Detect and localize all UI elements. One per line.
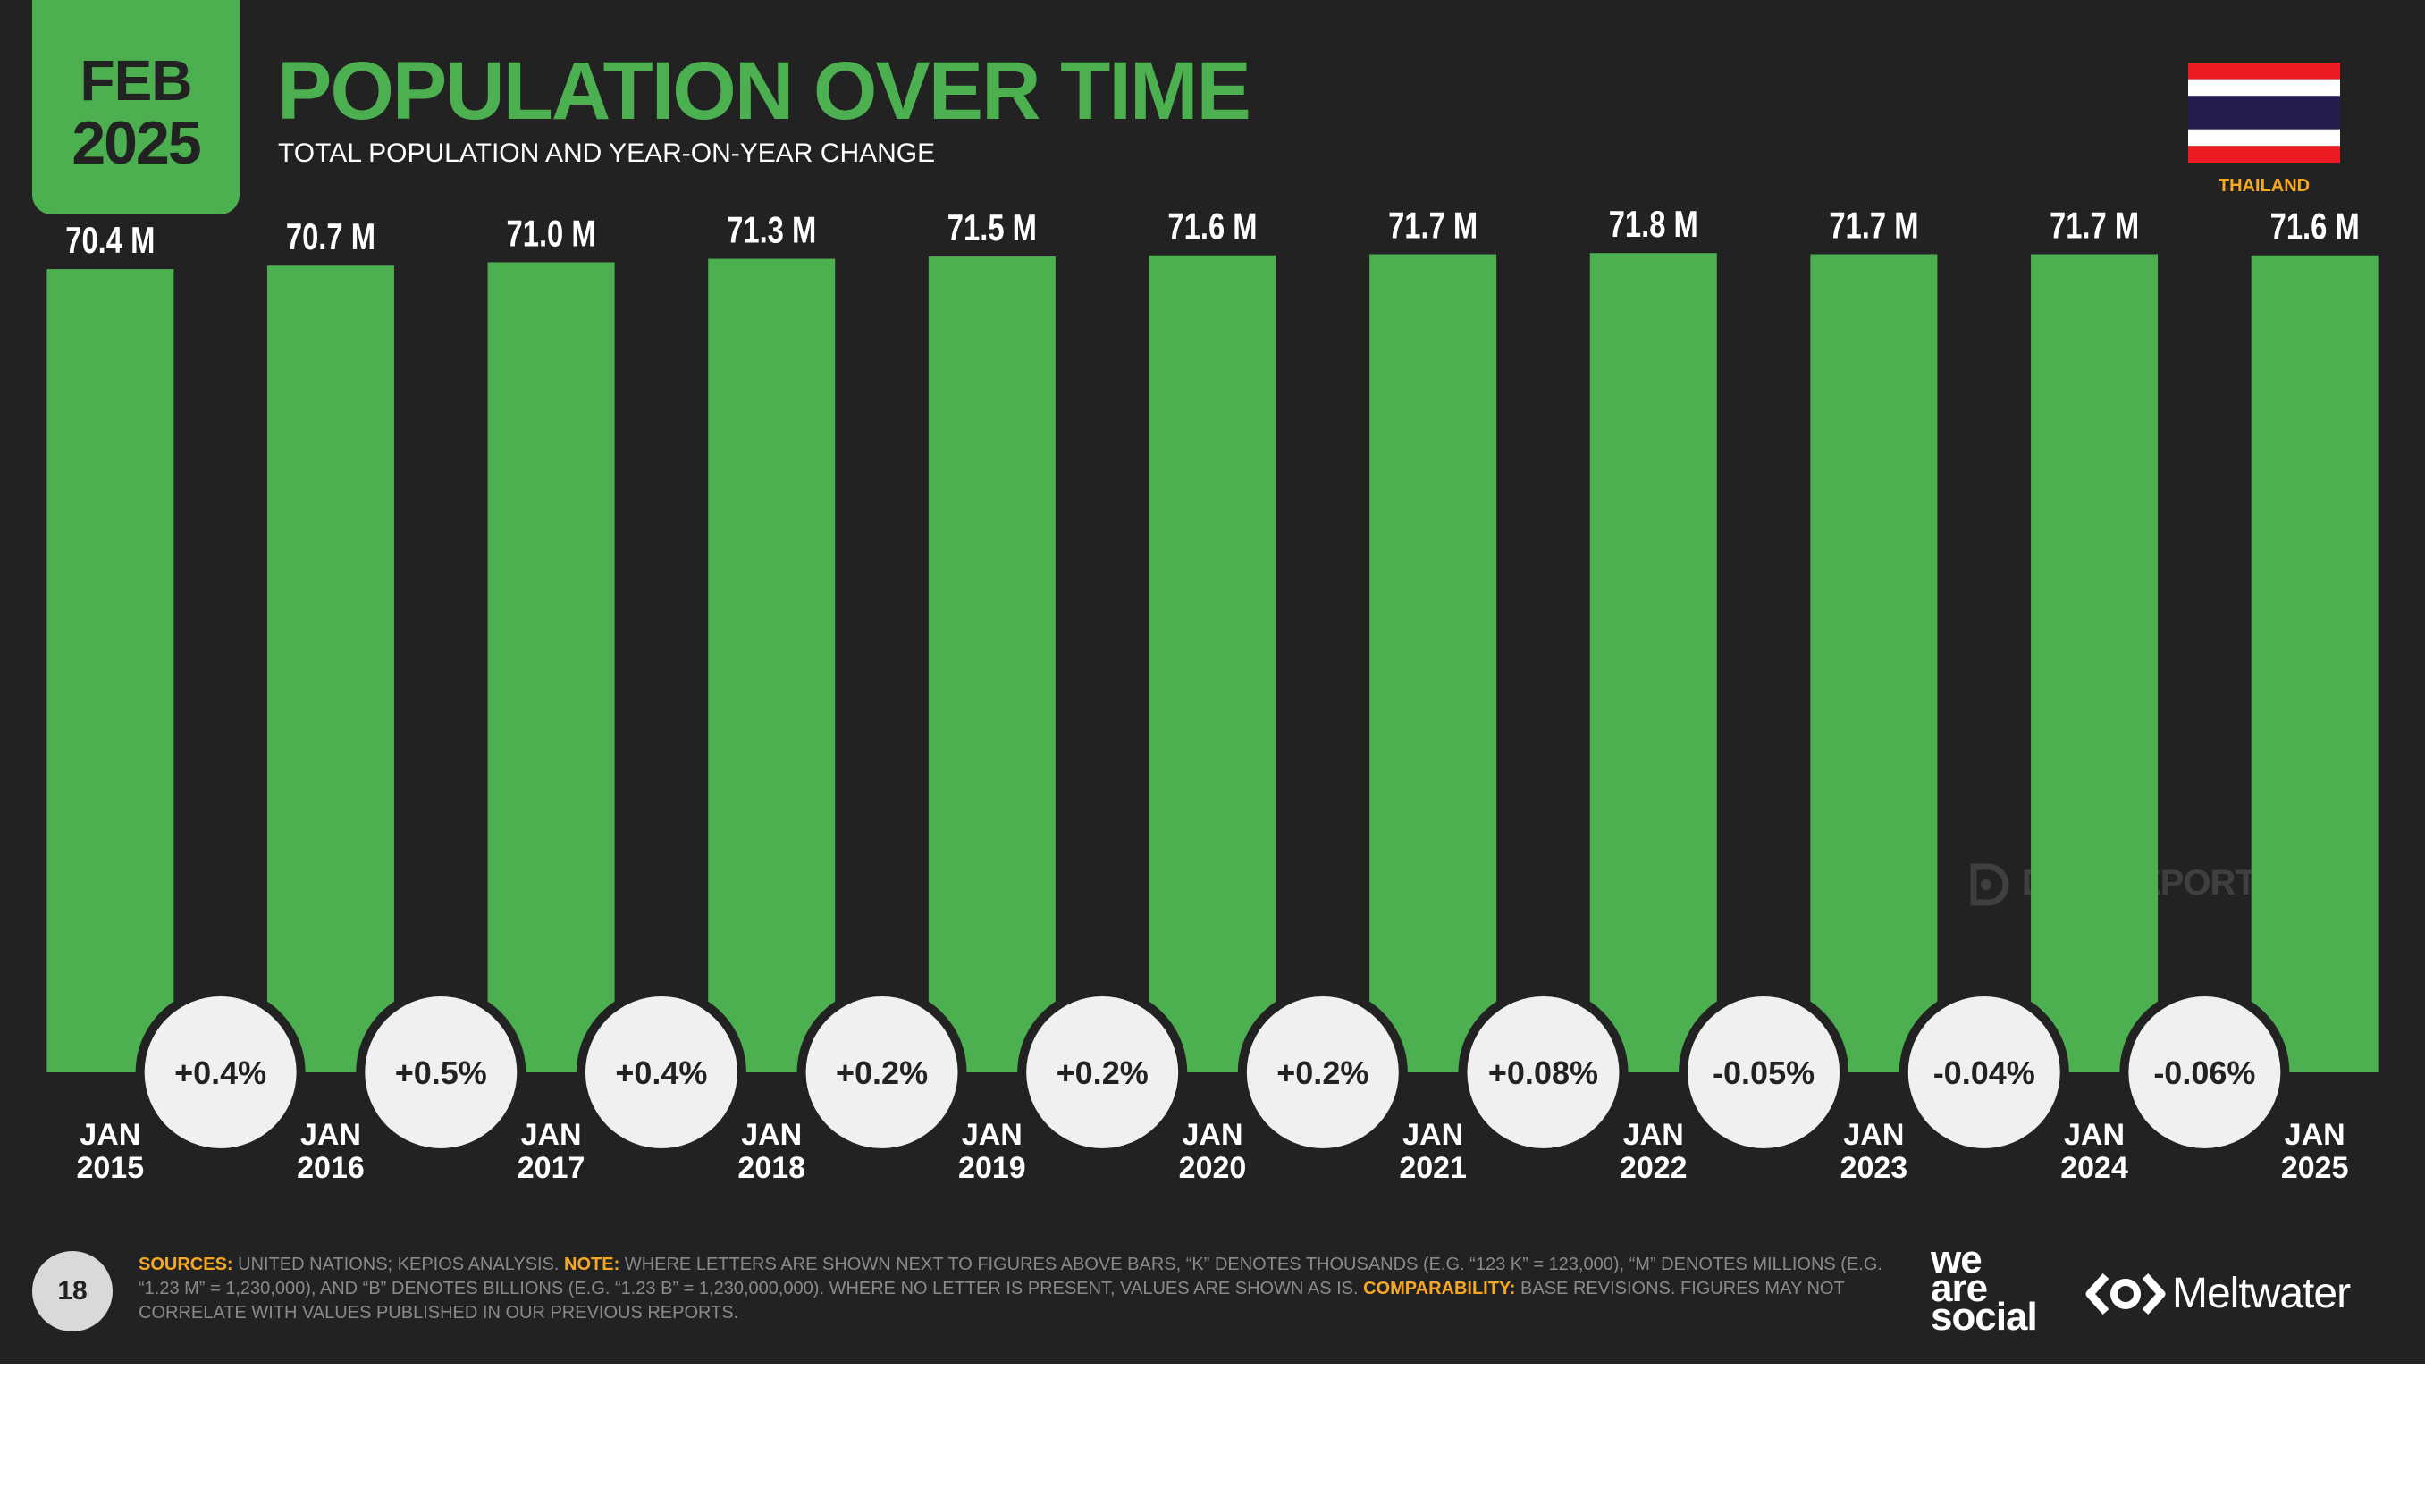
- x-tick-year: 2021: [1399, 1151, 1467, 1185]
- yoy-circle: [144, 996, 297, 1148]
- page-subtitle: TOTAL POPULATION AND YEAR-ON-YEAR CHANGE: [278, 139, 936, 168]
- yoy-circle: [365, 996, 518, 1148]
- date-badge: [32, 0, 240, 214]
- bar: [487, 262, 615, 1073]
- yoy-circle: [1467, 996, 1620, 1148]
- yoy-change-label: +0.2%: [1276, 1054, 1368, 1091]
- x-tick-month: JAN: [2285, 1118, 2345, 1152]
- date-month: FEB: [80, 48, 193, 113]
- bar-value-label: 71.3 M: [727, 209, 816, 251]
- yoy-change-label: +0.4%: [174, 1054, 266, 1091]
- x-tick-month: JAN: [1182, 1118, 1242, 1152]
- bar: [2031, 254, 2159, 1072]
- bar: [46, 269, 174, 1072]
- meltwater-logo: Meltwater: [2083, 1267, 2387, 1321]
- x-tick-month: JAN: [962, 1118, 1023, 1152]
- x-tick-year: 2018: [737, 1151, 805, 1185]
- x-tick-year: 2022: [1620, 1151, 1688, 1185]
- x-tick-month: JAN: [1402, 1118, 1463, 1152]
- x-tick-month: JAN: [1623, 1118, 1684, 1152]
- x-tick-month: JAN: [741, 1118, 802, 1152]
- comparability-text: BASE REVISIONS. FIGURES MAY NOT CORRELAT…: [139, 1279, 1845, 1323]
- yoy-change-label: +0.2%: [836, 1054, 928, 1091]
- flag-stripe: [2188, 96, 2340, 130]
- bar-value-label: 71.8 M: [1609, 203, 1698, 245]
- x-tick-year: 2024: [2060, 1151, 2128, 1185]
- x-tick-month: JAN: [80, 1118, 140, 1152]
- bar-value-label: 70.7 M: [286, 215, 375, 257]
- logo-social: social: [1931, 1295, 2038, 1339]
- x-tick-month: JAN: [300, 1118, 361, 1152]
- flag-stripe: [2188, 129, 2340, 147]
- date-year: 2025: [72, 109, 201, 177]
- bar-value-label: 71.7 M: [2050, 205, 2139, 247]
- x-tick-year: 2015: [76, 1151, 144, 1185]
- datareportal-icon: [1970, 863, 2009, 906]
- bar: [708, 258, 836, 1072]
- x-tick-year: 2016: [297, 1151, 365, 1185]
- country-label: THAILAND: [2218, 176, 2311, 196]
- bar: [2251, 255, 2379, 1072]
- x-tick-year: 2025: [2281, 1151, 2349, 1185]
- yoy-circle: [1688, 996, 1840, 1148]
- slide: FEB 2025 POPULATION OVER TIME TOTAL POPU…: [0, 0, 2425, 1364]
- bar: [1149, 255, 1276, 1072]
- meltwater-icon: [2085, 1273, 2166, 1315]
- logo-we: we: [1931, 1238, 1983, 1281]
- x-tick-year: 2017: [518, 1151, 585, 1185]
- yoy-change-label: +0.2%: [1057, 1054, 1149, 1091]
- x-tick-year: 2020: [1179, 1151, 1247, 1185]
- bar: [1810, 254, 1938, 1072]
- flag-stripe: [2188, 146, 2340, 163]
- yoy-circle: [1907, 996, 2060, 1148]
- yoy-change-label: +0.4%: [615, 1054, 707, 1091]
- sources-text: UNITED NATIONS; KEPIOS ANALYSIS.: [232, 1255, 565, 1274]
- x-tick-year: 2023: [1840, 1151, 1908, 1185]
- flag-stripe: [2188, 79, 2340, 97]
- yoy-circle: [805, 996, 958, 1148]
- yoy-circle: [585, 996, 737, 1148]
- comparability-label: COMPARABILITY:: [1363, 1279, 1516, 1298]
- logo-are: are: [1931, 1266, 1988, 1310]
- yoy-change-label: +0.5%: [395, 1054, 487, 1091]
- bar: [1589, 253, 1717, 1072]
- bar-value-label: 71.7 M: [1829, 205, 1918, 247]
- yoy-circle: [1026, 996, 1179, 1148]
- page-title: POPULATION OVER TIME: [277, 46, 1251, 137]
- bar: [928, 256, 1056, 1073]
- sources-label: SOURCES:: [139, 1255, 233, 1274]
- flag-stripe: [2188, 63, 2340, 80]
- thailand-flag-icon: [2188, 63, 2340, 163]
- bar: [1369, 254, 1497, 1072]
- yoy-circle: [1246, 996, 1399, 1148]
- bar: [266, 265, 394, 1072]
- yoy-change-label: -0.06%: [2153, 1054, 2255, 1091]
- x-tick-month: JAN: [1843, 1118, 1904, 1152]
- footnote: SOURCES: UNITED NATIONS; KEPIOS ANALYSIS…: [139, 1253, 1890, 1325]
- x-tick-month: JAN: [521, 1118, 582, 1152]
- bar-value-label: 71.5 M: [947, 206, 1037, 248]
- x-tick-year: 2019: [958, 1151, 1026, 1185]
- meltwater-wordmark: Meltwater: [2172, 1270, 2351, 1317]
- yoy-change-label: +0.08%: [1488, 1054, 1598, 1091]
- bar-value-label: 71.0 M: [507, 213, 596, 255]
- bar-value-label: 71.6 M: [1167, 206, 1257, 248]
- yoy-change-label: -0.04%: [1933, 1054, 2035, 1091]
- x-tick-month: JAN: [2064, 1118, 2125, 1152]
- we-are-social-logo: we are social: [1931, 1238, 2038, 1339]
- bar-value-label: 70.4 M: [65, 219, 155, 261]
- note-label: NOTE:: [564, 1255, 620, 1274]
- yoy-circle: [2128, 996, 2281, 1148]
- page-number: 18: [32, 1251, 113, 1331]
- yoy-change-label: -0.05%: [1713, 1054, 1815, 1091]
- note-text: WHERE LETTERS ARE SHOWN NEXT TO FIGURES …: [139, 1255, 1882, 1298]
- bar-value-label: 71.6 M: [2270, 206, 2360, 248]
- bar-value-label: 71.7 M: [1388, 205, 1478, 247]
